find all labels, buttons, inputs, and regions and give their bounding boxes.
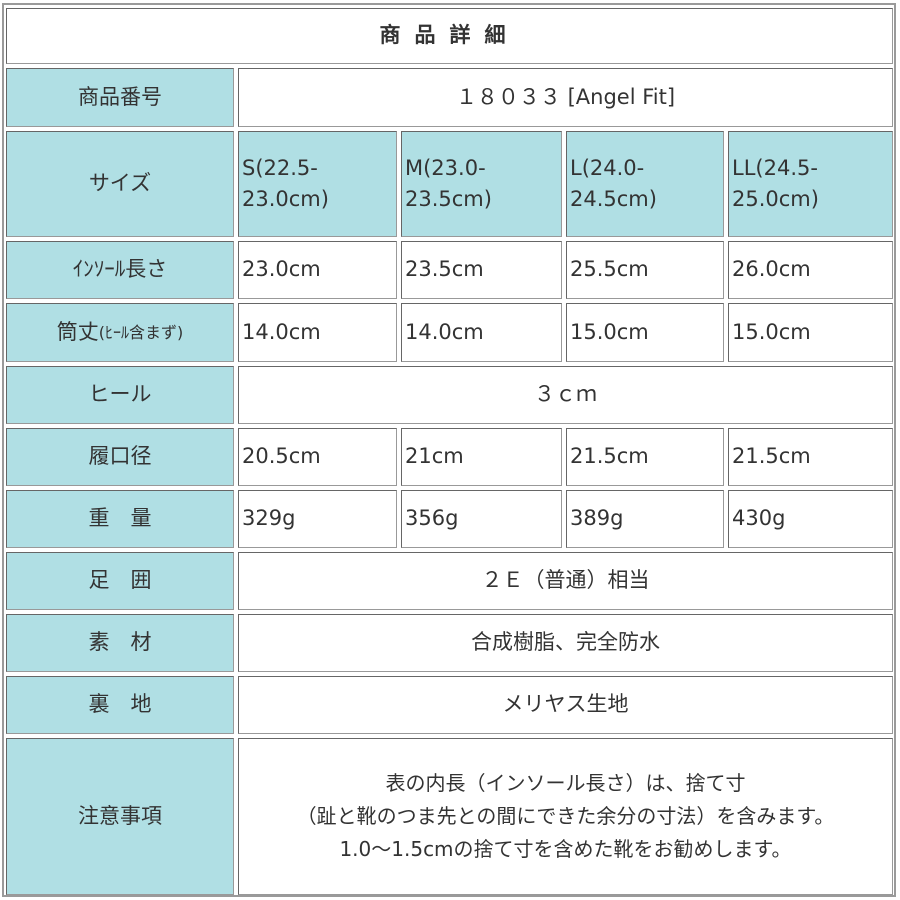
value-material: 合成樹脂、完全防水 xyxy=(238,614,893,672)
insole-ll: 26.0cm xyxy=(728,241,893,299)
label-insole: ｲﾝｿｰﾙ長さ xyxy=(6,241,234,299)
label-size: サイズ xyxy=(6,131,234,237)
opening-l: 21.5cm xyxy=(566,428,724,486)
opening-s: 20.5cm xyxy=(238,428,397,486)
weight-s: 329g xyxy=(238,490,397,548)
size-l: L(24.0-24.5cm) xyxy=(566,131,724,237)
label-material: 素 材 xyxy=(6,614,234,672)
value-heel: ３ｃｍ xyxy=(238,366,893,424)
shaft-label-text: 筒丈 xyxy=(56,319,99,344)
insole-l: 25.5cm xyxy=(566,241,724,299)
value-product-number: １８０３３ [Angel Fit] xyxy=(238,68,893,127)
product-detail-table: 商品詳細 商品番号 １８０３３ [Angel Fit] サイズ S(22.5-2… xyxy=(6,8,893,895)
value-width: ２Ｅ（普通）相当 xyxy=(238,552,893,610)
note-line: 表の内長（インソール長さ）は、捨て寸 xyxy=(385,771,746,795)
opening-m: 21cm xyxy=(401,428,562,486)
label-lining: 裏 地 xyxy=(6,676,234,734)
table-title: 商品詳細 xyxy=(6,8,893,64)
weight-l: 389g xyxy=(566,490,724,548)
weight-m: 356g xyxy=(401,490,562,548)
size-m: M(23.0-23.5cm) xyxy=(401,131,562,237)
value-notes: 表の内長（インソール長さ）は、捨て寸 （趾と靴のつま先との間にできた余分の寸法）… xyxy=(238,738,893,895)
label-shaft: 筒丈 (ﾋｰﾙ含まず) xyxy=(6,303,234,362)
opening-ll: 21.5cm xyxy=(728,428,893,486)
label-notes: 注意事項 xyxy=(6,738,234,895)
weight-ll: 430g xyxy=(728,490,893,548)
note-line: 1.0～1.5cmの捨て寸を含めた靴をお勧めします。 xyxy=(339,837,792,861)
shaft-label-note: (ﾋｰﾙ含まず) xyxy=(98,322,184,342)
shaft-s: 14.0cm xyxy=(238,303,397,362)
label-width: 足 囲 xyxy=(6,552,234,610)
product-detail-frame xyxy=(2,3,896,897)
label-weight: 重 量 xyxy=(6,490,234,548)
shaft-ll: 15.0cm xyxy=(728,303,893,362)
shaft-l: 15.0cm xyxy=(566,303,724,362)
note-line: （趾と靴のつま先との間にできた余分の寸法）を含みます。 xyxy=(296,804,835,828)
value-lining: メリヤス生地 xyxy=(238,676,893,734)
shaft-m: 14.0cm xyxy=(401,303,562,362)
size-ll: LL(24.5-25.0cm) xyxy=(728,131,893,237)
label-product-number: 商品番号 xyxy=(6,68,234,127)
label-opening: 履口径 xyxy=(6,428,234,486)
insole-m: 23.5cm xyxy=(401,241,562,299)
label-heel: ヒール xyxy=(6,366,234,424)
size-s: S(22.5-23.0cm) xyxy=(238,131,397,237)
insole-s: 23.0cm xyxy=(238,241,397,299)
